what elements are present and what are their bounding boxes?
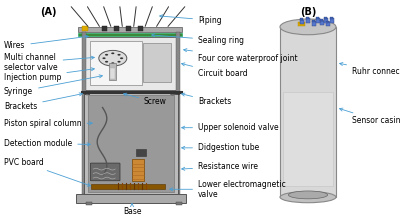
Bar (320, 19, 323, 21)
Bar (90, 41, 142, 85)
Text: Detection module: Detection module (4, 139, 90, 148)
FancyBboxPatch shape (90, 163, 120, 181)
Circle shape (102, 57, 106, 59)
Bar (176, 202, 182, 205)
Bar (283, 92, 333, 186)
Text: Screw: Screw (124, 93, 167, 106)
Bar (312, 20, 315, 22)
Bar (280, 27, 336, 197)
Bar (320, 21, 324, 25)
Bar (326, 21, 329, 22)
Bar (114, 26, 119, 31)
Bar (300, 20, 304, 24)
Text: Didgestion tube: Didgestion tube (182, 143, 259, 152)
Text: PVC board: PVC board (4, 158, 90, 186)
Bar (326, 22, 330, 26)
Text: Sensor casing: Sensor casing (340, 108, 400, 125)
Bar (316, 17, 319, 19)
Text: Four core waterproof joint: Four core waterproof joint (184, 49, 298, 63)
Ellipse shape (280, 192, 336, 203)
Text: Wires: Wires (4, 35, 88, 50)
Bar (136, 149, 146, 156)
Bar (102, 26, 107, 31)
Bar (306, 18, 310, 23)
Bar (86, 202, 92, 205)
Bar (300, 18, 303, 20)
Bar (110, 68, 115, 79)
Bar (176, 32, 180, 194)
Circle shape (118, 54, 121, 56)
Text: Injection pump: Injection pump (4, 68, 94, 82)
Circle shape (99, 50, 127, 66)
Text: Base: Base (123, 204, 141, 216)
Text: Ruhr connector: Ruhr connector (340, 62, 400, 76)
Text: Brackets: Brackets (182, 93, 231, 106)
Circle shape (105, 61, 108, 63)
Bar (324, 17, 327, 19)
Text: (B): (B) (300, 7, 316, 17)
Bar (298, 22, 305, 26)
Text: Circuit board: Circuit board (182, 63, 248, 78)
Bar (78, 27, 182, 32)
Text: Resistance wire: Resistance wire (182, 162, 258, 171)
Bar (306, 17, 309, 19)
Bar (175, 91, 179, 94)
Ellipse shape (288, 191, 328, 199)
Circle shape (105, 54, 108, 56)
Bar (88, 95, 174, 192)
Bar (76, 194, 186, 203)
Bar (82, 32, 86, 194)
Bar (82, 26, 88, 31)
Bar (109, 63, 116, 80)
Bar (330, 18, 334, 23)
Bar (85, 91, 89, 94)
Text: Upper solenoid valve: Upper solenoid valve (182, 123, 279, 132)
Circle shape (120, 57, 123, 59)
Bar (132, 159, 144, 181)
Text: Piping: Piping (160, 15, 222, 25)
Bar (330, 17, 333, 19)
Bar (143, 43, 171, 82)
Text: (A): (A) (40, 7, 56, 17)
Bar (78, 33, 182, 36)
Text: Piston spiral column: Piston spiral column (4, 119, 92, 128)
Circle shape (111, 62, 114, 64)
Ellipse shape (280, 19, 336, 35)
Circle shape (111, 52, 114, 54)
Text: Sealing ring: Sealing ring (152, 34, 244, 45)
Text: Lower electromagnetic
valve: Lower electromagnetic valve (170, 180, 286, 199)
Text: Multi channel
selector valve: Multi channel selector valve (4, 53, 94, 72)
Bar (84, 92, 178, 194)
Circle shape (118, 61, 121, 63)
Circle shape (85, 92, 90, 95)
Circle shape (170, 92, 175, 95)
Bar (138, 26, 143, 31)
Bar (84, 37, 178, 90)
Bar (324, 18, 328, 23)
Bar (312, 21, 316, 26)
Text: Syringe: Syringe (4, 75, 102, 96)
Text: Brackets: Brackets (4, 93, 82, 111)
Bar (91, 184, 165, 189)
Bar (126, 26, 131, 31)
Bar (316, 18, 320, 23)
